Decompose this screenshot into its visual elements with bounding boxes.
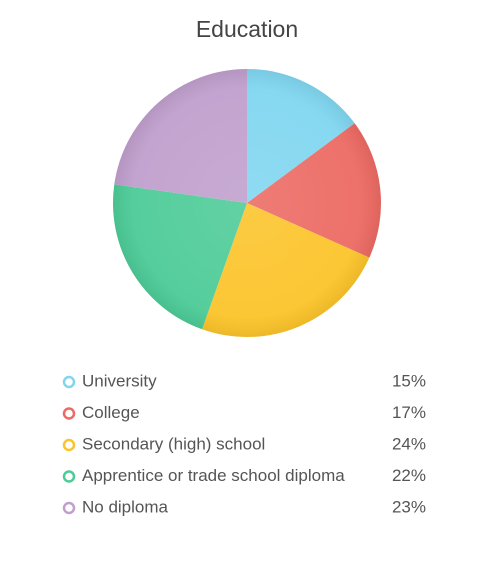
legend-value: 15% [392, 371, 426, 390]
legend-value: 22% [392, 466, 426, 485]
legend-marker [62, 438, 76, 452]
legend-marker [62, 501, 76, 515]
legend-label[interactable]: Secondary (high) school [82, 434, 265, 453]
legend-label[interactable]: College [82, 403, 140, 422]
legend-marker [62, 470, 76, 483]
chart-title: Education [196, 16, 298, 42]
legend-label[interactable]: University [82, 371, 157, 390]
legend-label[interactable]: Apprentice or trade school diploma [82, 466, 345, 485]
legend-value: 17% [392, 403, 426, 422]
legend-value: 24% [392, 434, 426, 453]
legend-label[interactable]: No diploma [82, 497, 169, 516]
legend-value: 23% [392, 497, 426, 516]
legend: University 15% College 17% Secondary (high) … [62, 371, 426, 516]
legend-marker [62, 407, 76, 420]
pie [113, 69, 381, 337]
legend-marker [62, 375, 76, 389]
pie-slice[interactable] [114, 69, 247, 203]
